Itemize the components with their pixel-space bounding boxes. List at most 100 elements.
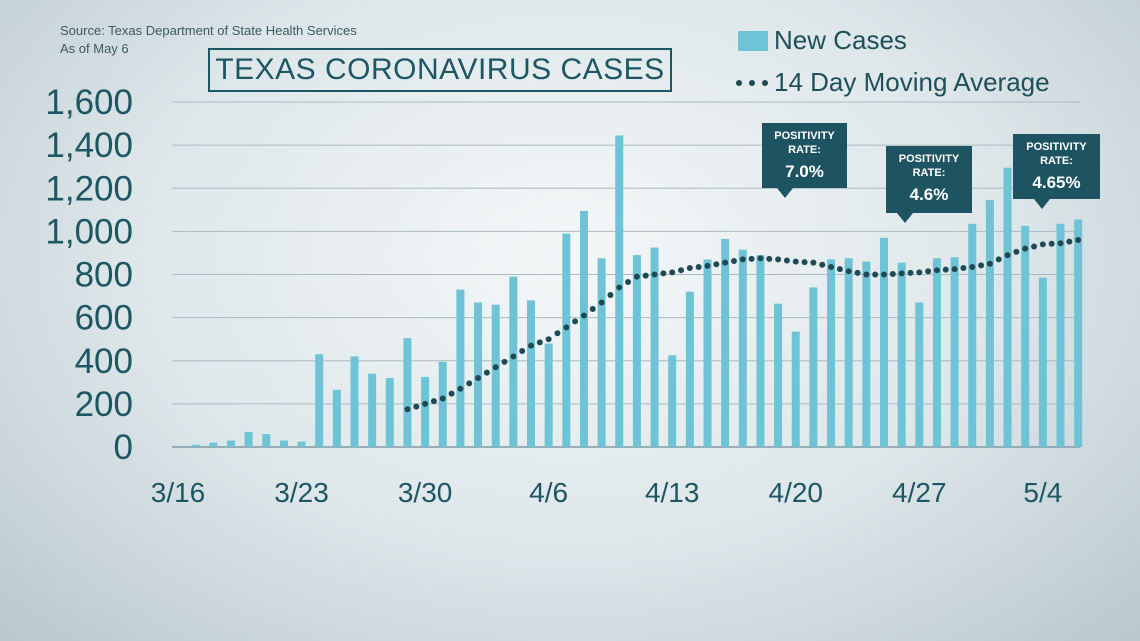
moving-average-dot bbox=[1013, 248, 1020, 255]
bar bbox=[332, 389, 341, 447]
x-axis-ticks: 3/16 3/23 3/30 4/6 4/13 4/20 4/27 5/4 bbox=[151, 477, 1063, 508]
y-tick-label: 1,200 bbox=[45, 169, 133, 208]
chart-title-box: TEXAS CORONAVIRUS CASES bbox=[208, 48, 672, 92]
moving-average-point bbox=[704, 262, 711, 269]
moving-average-point bbox=[404, 406, 411, 413]
x-tick-label: 4/20 bbox=[769, 477, 824, 508]
moving-average-point bbox=[422, 400, 429, 407]
bar bbox=[1074, 219, 1083, 447]
moving-average-dot bbox=[589, 306, 596, 312]
moving-average-point bbox=[1039, 241, 1046, 248]
moving-average-dot bbox=[766, 255, 773, 262]
moving-average-dot bbox=[995, 256, 1002, 263]
moving-average-dot bbox=[730, 258, 737, 265]
moving-average-series bbox=[404, 237, 1082, 413]
bar bbox=[1056, 223, 1065, 447]
moving-average-point bbox=[933, 267, 940, 274]
bar bbox=[809, 287, 818, 447]
annotations: POSITIVITYRATE:7.0%POSITIVITYRATE:4.6%PO… bbox=[762, 123, 1100, 223]
moving-average-dot bbox=[889, 270, 896, 277]
bar bbox=[1003, 167, 1012, 447]
bar bbox=[279, 440, 288, 447]
chart-title: TEXAS CORONAVIRUS CASES bbox=[215, 53, 665, 86]
bar bbox=[579, 210, 588, 447]
moving-average-point bbox=[563, 324, 570, 331]
bar bbox=[191, 444, 200, 447]
bar bbox=[932, 258, 941, 447]
moving-average-dot bbox=[678, 267, 685, 274]
x-tick-label: 4/13 bbox=[645, 477, 700, 508]
y-tick-label: 1,000 bbox=[45, 212, 133, 251]
moving-average-dot bbox=[430, 398, 437, 405]
moving-average-dot bbox=[801, 259, 808, 266]
bar bbox=[350, 356, 359, 447]
x-tick-label: 3/16 bbox=[151, 477, 206, 508]
positivity-callout: POSITIVITY RATE: 7.0% bbox=[762, 123, 847, 198]
moving-average-point bbox=[810, 259, 817, 266]
bar bbox=[862, 261, 871, 447]
moving-average-dot bbox=[413, 403, 420, 410]
bar bbox=[774, 303, 783, 447]
bar bbox=[315, 354, 324, 447]
moving-average-dot bbox=[748, 255, 755, 262]
y-tick-label: 1,600 bbox=[45, 83, 133, 122]
moving-average-dot bbox=[660, 270, 667, 277]
x-tick-label: 4/27 bbox=[892, 477, 947, 508]
y-tick-label: 200 bbox=[75, 385, 133, 424]
moving-average-point bbox=[616, 284, 623, 291]
bar bbox=[650, 247, 659, 447]
moving-average-point bbox=[986, 260, 993, 267]
bar bbox=[491, 304, 500, 447]
moving-average-dot bbox=[872, 271, 879, 278]
as-of-note: As of May 6 bbox=[60, 41, 129, 56]
bar bbox=[615, 135, 624, 447]
moving-average-point bbox=[863, 271, 870, 278]
bar bbox=[950, 257, 959, 447]
moving-average-point bbox=[545, 336, 552, 343]
moving-average-dot bbox=[483, 369, 490, 376]
bar bbox=[721, 238, 730, 447]
moving-average-point bbox=[598, 299, 605, 306]
moving-average-point bbox=[651, 271, 658, 278]
source-note: Source: Texas Department of State Health… bbox=[60, 23, 357, 38]
moving-average-point bbox=[1057, 240, 1064, 247]
moving-average-point bbox=[1022, 245, 1029, 252]
moving-average-point bbox=[528, 342, 534, 349]
x-tick-label: 5/4 bbox=[1023, 477, 1062, 508]
moving-average-point bbox=[475, 375, 482, 381]
legend-item-new-cases: New Cases bbox=[738, 25, 907, 56]
bar bbox=[880, 237, 888, 447]
y-tick-label: 800 bbox=[75, 256, 133, 295]
moving-average-point bbox=[845, 268, 852, 275]
moving-average-dot bbox=[1048, 240, 1055, 247]
moving-average-point bbox=[739, 256, 746, 263]
moving-average-dot bbox=[448, 390, 455, 397]
y-tick-label: 400 bbox=[75, 342, 133, 381]
bar bbox=[985, 200, 994, 447]
bar bbox=[668, 355, 677, 447]
callout-box bbox=[886, 146, 972, 213]
moving-average-dot bbox=[695, 263, 702, 270]
x-tick-label: 3/23 bbox=[274, 477, 329, 508]
moving-average-dot bbox=[925, 268, 932, 275]
moving-average-dot bbox=[978, 262, 985, 269]
moving-average-dot bbox=[536, 339, 543, 346]
moving-average-point bbox=[828, 263, 835, 270]
callout-value: 4.6% bbox=[910, 185, 949, 204]
bar bbox=[368, 373, 377, 447]
moving-average-point bbox=[722, 259, 729, 266]
callout-label: POSITIVITY bbox=[774, 130, 835, 142]
moving-average-dot bbox=[607, 291, 614, 298]
legend-label-moving-average: 14 Day Moving Average bbox=[774, 67, 1050, 97]
bar bbox=[209, 442, 218, 447]
bar bbox=[632, 255, 641, 447]
callout-label: RATE: bbox=[1040, 155, 1073, 167]
moving-average-dot bbox=[854, 269, 861, 276]
bar bbox=[509, 276, 518, 447]
moving-average-point bbox=[669, 269, 676, 276]
y-tick-label: 1,400 bbox=[45, 126, 133, 165]
moving-average-dot bbox=[783, 257, 790, 264]
moving-average-point bbox=[457, 385, 464, 392]
moving-average-dot bbox=[960, 265, 967, 272]
